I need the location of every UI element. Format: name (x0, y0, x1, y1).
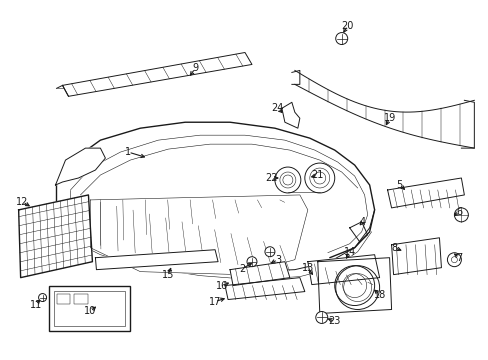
Bar (74, 293, 88, 303)
Text: 14: 14 (343, 247, 355, 257)
Text: 9: 9 (192, 63, 198, 73)
Polygon shape (307, 255, 379, 285)
Bar (57, 293, 70, 303)
Text: 13: 13 (301, 263, 313, 273)
Text: 16: 16 (216, 280, 228, 291)
Polygon shape (229, 262, 289, 285)
Text: 1: 1 (125, 147, 131, 157)
Polygon shape (317, 258, 391, 314)
Polygon shape (90, 195, 307, 275)
Text: 17: 17 (208, 297, 221, 306)
Circle shape (447, 253, 461, 267)
Text: 20: 20 (341, 21, 353, 31)
Polygon shape (95, 250, 218, 270)
Text: 8: 8 (391, 243, 397, 253)
Circle shape (264, 247, 274, 257)
Text: 21: 21 (311, 170, 324, 180)
Polygon shape (62, 53, 251, 96)
Text: 19: 19 (383, 113, 395, 123)
Text: 12: 12 (17, 197, 29, 207)
Circle shape (39, 293, 46, 302)
Text: 22: 22 (265, 173, 278, 183)
Polygon shape (294, 71, 473, 148)
Text: 15: 15 (162, 270, 174, 280)
Text: 11: 11 (29, 300, 41, 310)
Polygon shape (56, 148, 105, 185)
Text: 6: 6 (455, 207, 462, 217)
Circle shape (335, 266, 379, 310)
Text: 5: 5 (396, 180, 402, 190)
Circle shape (246, 257, 256, 267)
Polygon shape (391, 238, 441, 275)
Polygon shape (19, 195, 92, 278)
Circle shape (335, 32, 347, 45)
Polygon shape (387, 178, 464, 208)
Text: 4: 4 (359, 217, 365, 227)
Circle shape (453, 208, 468, 222)
Text: 23: 23 (328, 316, 340, 327)
Text: 10: 10 (84, 306, 96, 316)
Bar (48, 285, 130, 332)
Text: 7: 7 (455, 253, 462, 263)
Text: 18: 18 (373, 289, 385, 300)
Bar (53, 291, 125, 327)
Circle shape (315, 311, 327, 323)
Text: 3: 3 (274, 255, 281, 265)
Polygon shape (224, 278, 304, 300)
Text: 2: 2 (239, 264, 244, 274)
Text: 24: 24 (271, 103, 284, 113)
